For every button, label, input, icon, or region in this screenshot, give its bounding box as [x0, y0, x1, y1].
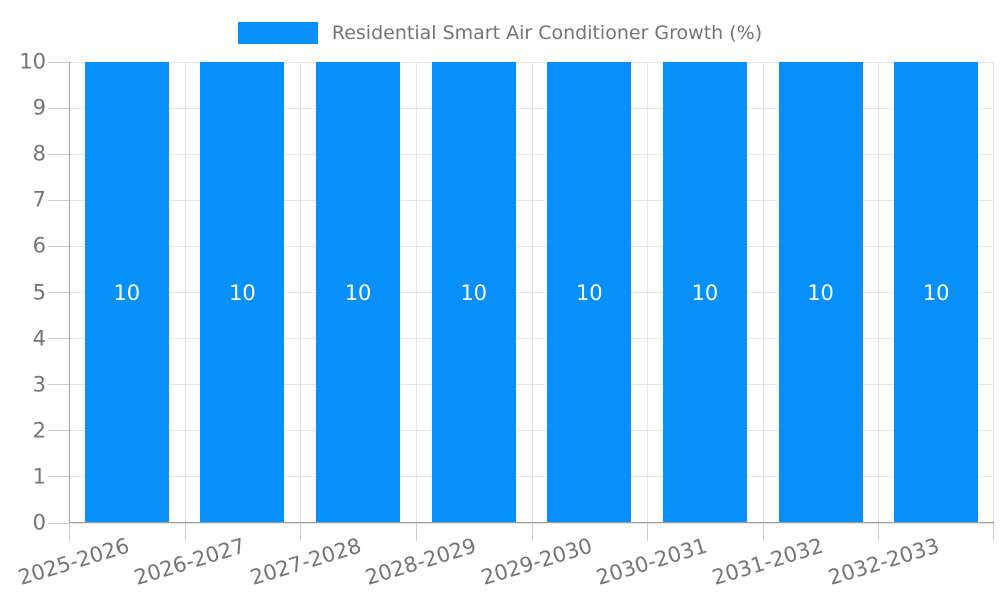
- y-tick-label: 2: [32, 418, 46, 443]
- legend-swatch: [237, 22, 318, 44]
- bar: 10: [84, 62, 169, 523]
- bar-value-label: 10: [344, 280, 372, 305]
- y-tick-label: 3: [32, 372, 46, 397]
- bar-value-label: 10: [691, 280, 719, 305]
- x-gridline: [184, 62, 186, 523]
- x-tick-mark: [993, 523, 994, 541]
- y-tick-mark: [48, 430, 69, 432]
- bar: 10: [316, 62, 401, 523]
- y-tick-mark: [48, 245, 69, 247]
- y-tick-label: 7: [32, 187, 46, 212]
- x-category-label: 2026-2027: [131, 533, 248, 590]
- y-axis-line: [69, 62, 70, 523]
- y-tick-mark: [48, 199, 69, 201]
- x-category-label: 2030-2031: [593, 533, 711, 590]
- bar: 10: [894, 62, 979, 523]
- x-tick-mark: [878, 523, 880, 541]
- x-tick-mark: [69, 523, 70, 541]
- y-tick-mark: [48, 522, 69, 524]
- y-tick-label: 5: [32, 280, 46, 304]
- x-category-label: 2027-2028: [247, 533, 364, 590]
- bar-value-label: 10: [807, 280, 834, 305]
- x-gridline: [993, 62, 994, 523]
- chart-legend: Residential Smart Air Conditioner Growth…: [0, 22, 1000, 44]
- x-tick-mark: [300, 523, 302, 541]
- legend-label: Residential Smart Air Conditioner Growth…: [331, 22, 763, 44]
- x-category-label: 2025-2026: [15, 533, 133, 590]
- x-gridline: [762, 62, 764, 523]
- x-category-label: 2032-2033: [825, 533, 942, 590]
- x-category-label: 2028-2029: [362, 533, 480, 590]
- y-tick-mark: [48, 338, 69, 340]
- bar-value-label: 10: [460, 280, 488, 305]
- bar: 10: [431, 62, 516, 523]
- x-axis-line: [69, 522, 994, 523]
- y-tick-label: 6: [32, 233, 46, 258]
- x-gridline: [300, 62, 302, 523]
- x-gridline: [878, 62, 880, 523]
- x-tick-mark: [647, 523, 649, 541]
- bar: 10: [200, 62, 285, 523]
- x-gridline: [415, 62, 417, 523]
- y-tick-mark: [48, 292, 69, 293]
- y-tick-mark: [48, 153, 69, 155]
- y-tick-mark: [48, 384, 69, 386]
- y-tick-mark: [48, 61, 69, 63]
- y-tick-label: 10: [19, 49, 46, 74]
- y-tick-label: 1: [32, 464, 46, 489]
- x-tick-mark: [415, 523, 417, 541]
- bar-value-label: 10: [229, 280, 256, 305]
- y-tick-mark: [48, 476, 69, 478]
- x-tick-mark: [184, 523, 186, 541]
- y-tick-label: 8: [32, 141, 46, 166]
- y-tick-label: 0: [32, 510, 46, 535]
- bar: 10: [547, 62, 632, 523]
- y-tick-label: 4: [32, 326, 46, 351]
- bar-value-label: 10: [922, 280, 950, 305]
- x-gridline: [647, 62, 649, 523]
- plot-area: 0 1 2 3 4 5 6 7 8 9 10 10 10 10 10 10 10 10 10 2025-2026 202…: [16, 51, 994, 590]
- y-tick-label: 9: [32, 95, 46, 120]
- x-tick-mark: [531, 523, 533, 541]
- x-gridline: [531, 62, 533, 523]
- bar-value-label: 10: [575, 280, 603, 305]
- x-tick-mark: [762, 523, 764, 541]
- bar: 10: [662, 62, 747, 523]
- bar-value-label: 10: [113, 280, 141, 305]
- x-category-label: 2031-2032: [709, 533, 827, 590]
- x-category-label: 2029-2030: [478, 533, 595, 590]
- y-tick-mark: [48, 107, 69, 109]
- bar: 10: [778, 62, 863, 523]
